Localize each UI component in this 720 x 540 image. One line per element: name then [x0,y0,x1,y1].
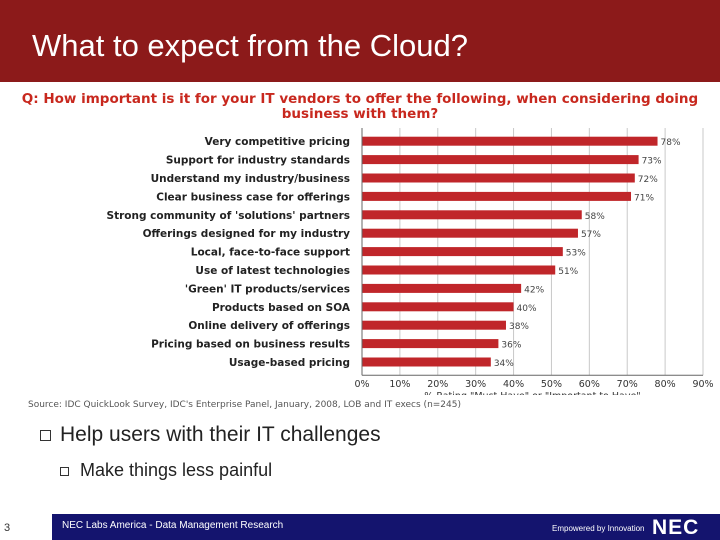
bar [362,155,639,165]
bar [362,228,578,238]
bar [362,191,632,201]
x-tick-label: 60% [579,379,600,390]
category-label: Pricing based on business results [151,339,350,351]
x-axis-label: % Rating "Must Have" or "Important to Ha… [424,391,640,395]
bar [362,247,563,257]
x-tick-label: 50% [541,379,562,390]
x-tick-label: 40% [503,379,524,390]
category-label: Products based on SOA [212,302,351,314]
bar [362,339,499,349]
page-number: 3 [4,522,11,534]
tagline: Empowered by Innovation [552,524,645,533]
data-label: 36% [501,341,521,351]
data-label: 58% [585,212,605,222]
bar [362,136,658,146]
bullet-2: Make things less painful [80,460,273,480]
bullet-marker-1 [40,430,51,441]
chart-source: Source: IDC QuickLook Survey, IDC's Ente… [28,400,461,410]
data-label: 78% [661,138,681,148]
slide-title: What to expect from the Cloud? [32,28,468,63]
category-label: Understand my industry/business [151,173,350,185]
category-label: Very competitive pricing [205,136,350,148]
data-label: 53% [566,249,586,259]
bar [362,210,582,220]
data-label: 42% [524,285,544,295]
category-label: Usage-based pricing [229,357,350,369]
x-tick-label: 80% [655,379,676,390]
bar [362,283,522,293]
page-number-box [0,514,54,540]
data-label: 34% [494,359,514,369]
chart-title: Q: How important is it for your IT vendo… [21,91,699,122]
category-label: Use of latest technologies [195,265,350,277]
data-label: 73% [642,157,662,167]
category-label: Strong community of 'solutions' partners [107,210,350,222]
nec-logo: NEC [652,516,700,539]
data-label: 38% [509,322,529,332]
data-label: 72% [638,175,658,185]
bullet-1: Help users with their IT challenges [60,423,381,446]
bar [362,173,635,183]
category-label: Support for industry standards [166,155,350,167]
x-tick-label: 30% [465,379,486,390]
title-bar: What to expect from the Cloud? [0,0,720,82]
x-tick-label: 0% [354,379,369,390]
bar [362,302,514,312]
footer-text: NEC Labs America - Data Management Resea… [62,520,284,531]
x-tick-label: 90% [692,379,713,390]
category-label: Offerings designed for my industry [143,228,351,240]
bullet-marker-2 [60,467,69,476]
category-label: Clear business case for offerings [156,191,350,203]
category-label: 'Green' IT products/services [185,283,350,295]
data-label: 51% [558,267,578,277]
x-tick-label: 20% [427,379,448,390]
x-tick-label: 70% [617,379,638,390]
bar [362,265,556,275]
category-label: Local, face-to-face support [191,247,350,259]
category-label: Online delivery of offerings [188,320,350,332]
data-label: 40% [517,304,537,314]
bar [362,357,491,367]
data-label: 71% [634,193,654,203]
x-tick-label: 10% [389,379,410,390]
data-label: 57% [581,230,601,240]
footer-bar [0,514,720,540]
bar-chart: Very competitive pricing 78% Support for i… [107,128,714,395]
bar [362,320,506,330]
